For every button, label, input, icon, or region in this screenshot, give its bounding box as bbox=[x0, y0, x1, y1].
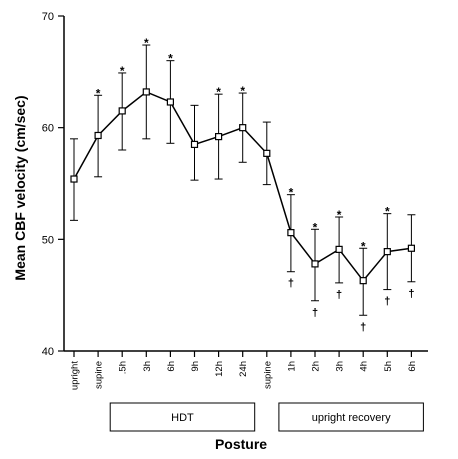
upright-recovery-group-box bbox=[278, 402, 424, 432]
y-tick-label: 40 bbox=[42, 346, 54, 358]
data-point bbox=[118, 107, 126, 115]
x-tick-label: 3h bbox=[142, 361, 153, 372]
dagger-marker: † bbox=[288, 278, 294, 290]
data-point bbox=[142, 88, 150, 96]
data-point bbox=[287, 229, 295, 237]
x-tick-label: 2h bbox=[311, 361, 322, 372]
x-tick-label: 5h bbox=[383, 361, 394, 372]
dagger-marker: † bbox=[384, 296, 390, 308]
data-point bbox=[166, 98, 174, 106]
significance-asterisk: * bbox=[120, 64, 125, 78]
data-point bbox=[311, 260, 319, 268]
dagger-marker: † bbox=[360, 321, 366, 333]
x-tick-label: 1h bbox=[286, 361, 297, 372]
x-tick-label: 3h bbox=[335, 361, 346, 372]
significance-asterisk: * bbox=[216, 85, 221, 99]
series-group bbox=[70, 44, 416, 316]
x-tick-label: 12h bbox=[214, 361, 225, 377]
significance-asterisk: * bbox=[385, 205, 390, 219]
data-point bbox=[94, 131, 102, 140]
data-point bbox=[383, 248, 391, 256]
significance-asterisk: * bbox=[96, 86, 101, 100]
data-point bbox=[70, 175, 78, 183]
significance-asterisk: * bbox=[337, 208, 342, 222]
data-point bbox=[239, 124, 247, 132]
significance-asterisk: * bbox=[313, 220, 318, 234]
dagger-marker: † bbox=[312, 307, 318, 319]
group-boxes: HDT upright recovery bbox=[109, 402, 424, 432]
data-point bbox=[407, 244, 415, 252]
significance-asterisk: * bbox=[168, 52, 173, 66]
group-label: upright recovery bbox=[312, 412, 391, 424]
significance-asterisk: * bbox=[144, 36, 149, 50]
data-point bbox=[359, 277, 367, 285]
significance-asterisk: * bbox=[361, 239, 366, 253]
y-tick-label: 70 bbox=[42, 11, 54, 23]
y-tick-label: 50 bbox=[42, 234, 54, 246]
y-axis-title: Mean CBF velocity (cm/sec) bbox=[12, 95, 28, 280]
ticks-group: 40 50 60 70 upright supine .5h 3h 6h 9h 12h 24h supi… bbox=[42, 11, 418, 390]
x-tick-label: supine bbox=[94, 361, 105, 389]
x-tick-label: 24h bbox=[238, 361, 249, 377]
data-point bbox=[263, 149, 271, 157]
axes-group bbox=[63, 16, 428, 352]
x-tick-label: 6h bbox=[166, 361, 177, 372]
data-point bbox=[190, 140, 199, 149]
annotations-group: * * * * * * * * * * * † † † † † † bbox=[96, 36, 415, 333]
data-point bbox=[215, 133, 223, 141]
significance-asterisk: * bbox=[289, 186, 294, 200]
x-axis-title: Posture bbox=[215, 436, 267, 452]
significance-asterisk: * bbox=[240, 84, 245, 98]
dagger-marker: † bbox=[408, 288, 414, 300]
x-tick-label: .5h bbox=[118, 361, 129, 374]
y-tick-label: 60 bbox=[42, 123, 54, 135]
x-tick-label: upright bbox=[70, 361, 81, 390]
data-point bbox=[335, 245, 343, 253]
dagger-marker: † bbox=[336, 289, 342, 301]
x-tick-label: 4h bbox=[359, 361, 370, 372]
x-tick-label: 6h bbox=[407, 361, 418, 372]
x-tick-label: 9h bbox=[190, 361, 201, 372]
group-label: HDT bbox=[171, 412, 194, 424]
hdt-group-box bbox=[109, 402, 256, 432]
x-tick-label: supine bbox=[262, 361, 273, 389]
